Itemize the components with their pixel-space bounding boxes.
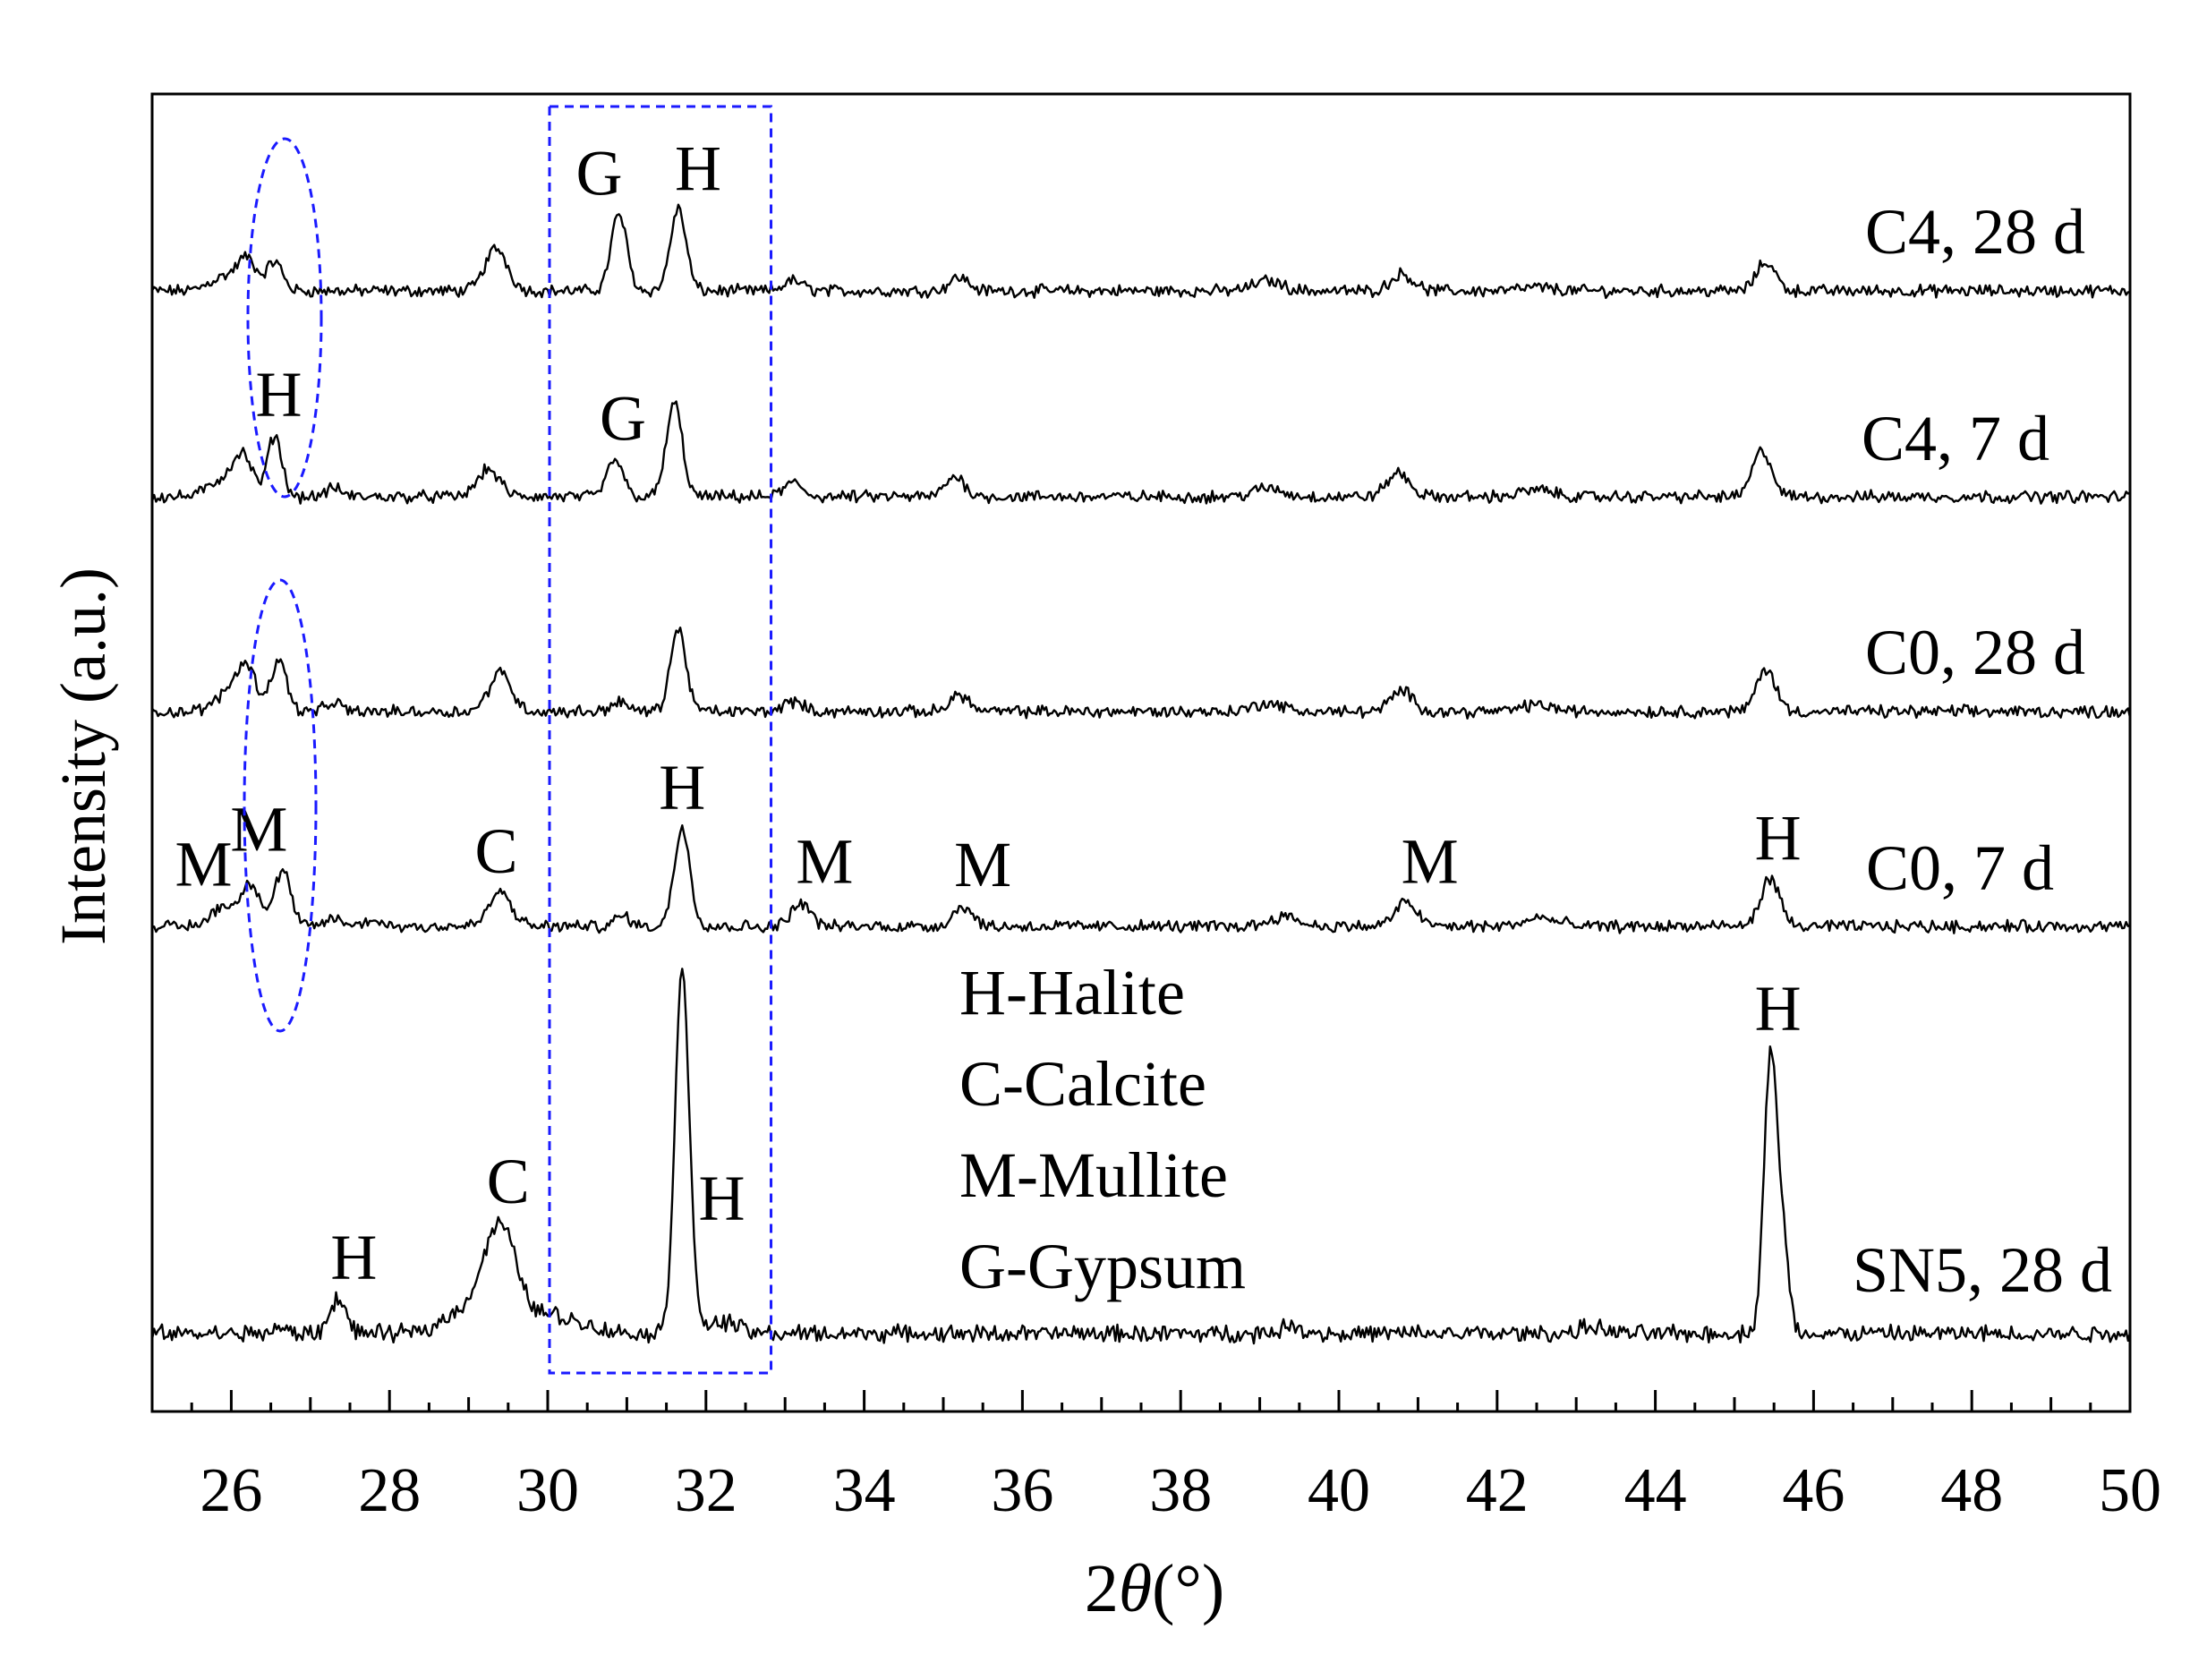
- legend-line-4: G-Gypsum: [959, 1231, 1246, 1302]
- x-tick-label: 28: [358, 1456, 421, 1525]
- peak-label: C: [475, 815, 518, 887]
- x-tick-label: 26: [200, 1456, 262, 1525]
- x-tick-label: 44: [1624, 1456, 1687, 1525]
- series-label: SN5, 28 d: [1853, 1234, 2112, 1306]
- peak-label: G: [600, 382, 646, 454]
- y-axis-label: Intensity (a.u.): [47, 567, 119, 945]
- x-tick-label: 40: [1308, 1456, 1370, 1525]
- peak-label: H: [659, 751, 705, 823]
- peak-label: H: [255, 358, 302, 430]
- series-line: [150, 400, 2131, 505]
- series-line: [150, 203, 2131, 300]
- peak-label: G: [575, 138, 622, 209]
- highlight-rectangle: [548, 105, 773, 1375]
- series-label: C0, 7 d: [1866, 832, 2054, 904]
- x-axis-tick-labels: 26 28 30 32 34 36 38 40 42 44 46 48 50: [200, 1456, 2161, 1525]
- legend-line-3: M-Mullite: [959, 1139, 1228, 1211]
- peak-label: H: [1755, 802, 1802, 874]
- series-line: [151, 824, 2131, 934]
- peak-label: M: [175, 828, 232, 900]
- peak-label: M: [230, 793, 287, 865]
- series-group: [150, 203, 2132, 1345]
- x-tick-label: 30: [516, 1456, 579, 1525]
- peak-label: H: [1755, 973, 1802, 1045]
- series-line: [150, 968, 2132, 1345]
- series-label: C4, 28 d: [1865, 196, 2085, 268]
- peak-label: M: [954, 829, 1011, 900]
- peak-label: H: [698, 1163, 745, 1234]
- x-tick-label: 34: [833, 1456, 896, 1525]
- x-tick-label: 50: [2099, 1456, 2161, 1525]
- series-line: [151, 627, 2132, 720]
- x-tick-label: 36: [991, 1456, 1053, 1525]
- legend-line-2: C-Calcite: [959, 1048, 1206, 1120]
- x-tick-label: 38: [1149, 1456, 1212, 1525]
- highlights: [243, 105, 773, 1375]
- x-tick-label: 46: [1782, 1456, 1845, 1525]
- series-label: C4, 7 d: [1862, 403, 2049, 474]
- x-axis-ticks: [150, 1390, 2132, 1411]
- series-labels: C4, 28 d C4, 7 d C0, 28 d C0, 7 d SN5, 28 d: [1853, 196, 2112, 1306]
- highlight-ellipse-bottom: [243, 578, 318, 1033]
- peak-label: H: [330, 1221, 377, 1292]
- x-axis-label: 2θ(°): [1085, 1551, 1224, 1626]
- highlight-ellipse-top: [246, 137, 323, 499]
- peak-label: M: [1402, 825, 1459, 897]
- legend-line-1: H-Halite: [959, 957, 1185, 1028]
- peak-label: M: [796, 825, 853, 897]
- peak-label: C: [487, 1146, 530, 1217]
- series-label: C0, 28 d: [1865, 617, 2085, 688]
- x-tick-label: 32: [675, 1456, 737, 1525]
- x-tick-label: 42: [1466, 1456, 1529, 1525]
- peak-label: H: [675, 132, 721, 204]
- x-tick-label: 48: [1940, 1456, 2003, 1525]
- phase-legend: H-Halite C-Calcite M-Mullite G-Gypsum: [959, 957, 1246, 1302]
